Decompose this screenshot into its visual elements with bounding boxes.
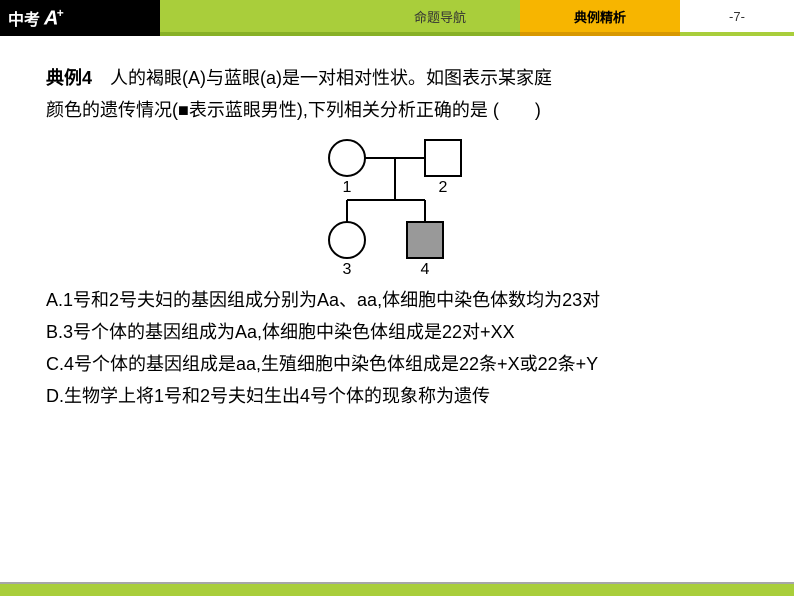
- header-bar: 中考 A+ 命题导航 典例精析 -7-: [0, 0, 794, 36]
- svg-text:2: 2: [439, 179, 448, 196]
- footer-bar: [0, 582, 794, 596]
- logo-letter: A+: [44, 6, 61, 31]
- option-a: A.1号和2号夫妇的基因组成分别为Aa、aa,体细胞中染色体数均为23对: [46, 284, 748, 316]
- logo: 中考 A+: [0, 0, 160, 36]
- svg-text:3: 3: [343, 261, 352, 278]
- stem-line1: 人的褐眼(A)与蓝眼(a)是一对相对性状。如图表示某家庭: [92, 68, 552, 88]
- page-number: -7-: [729, 9, 745, 24]
- option-c: C.4号个体的基因组成是aa,生殖细胞中染色体组成是22条+X或22条+Y: [46, 348, 748, 380]
- logo-text: 中考: [8, 6, 40, 30]
- stem-line2: 颜色的遗传情况(■表示蓝眼男性),下列相关分析正确的是 ( ): [46, 100, 541, 120]
- header-strip: [160, 0, 360, 36]
- pedigree-diagram-wrap: 1 2 3 4: [46, 130, 748, 280]
- option-b: B.3号个体的基因组成为Aa,体细胞中染色体组成是22对+XX: [46, 316, 748, 348]
- tab-guide[interactable]: 命题导航: [360, 0, 520, 36]
- example-label: 典例4: [46, 68, 92, 88]
- svg-text:1: 1: [343, 179, 352, 196]
- pedigree-diagram: 1 2 3 4: [307, 130, 487, 280]
- option-list: A.1号和2号夫妇的基因组成分别为Aa、aa,体细胞中染色体数均为23对 B.3…: [46, 284, 748, 412]
- option-d: D.生物学上将1号和2号夫妇生出4号个体的现象称为遗传: [46, 380, 748, 412]
- tab-examples-label: 典例精析: [574, 7, 626, 26]
- tab-guide-label: 命题导航: [414, 7, 466, 26]
- content-area: 典例4 人的褐眼(A)与蓝眼(a)是一对相对性状。如图表示某家庭 颜色的遗传情况…: [0, 36, 794, 412]
- page-number-area: -7-: [680, 0, 794, 36]
- svg-text:4: 4: [421, 261, 430, 278]
- tab-examples[interactable]: 典例精析: [520, 0, 680, 36]
- question-stem: 典例4 人的褐眼(A)与蓝眼(a)是一对相对性状。如图表示某家庭 颜色的遗传情况…: [46, 62, 748, 126]
